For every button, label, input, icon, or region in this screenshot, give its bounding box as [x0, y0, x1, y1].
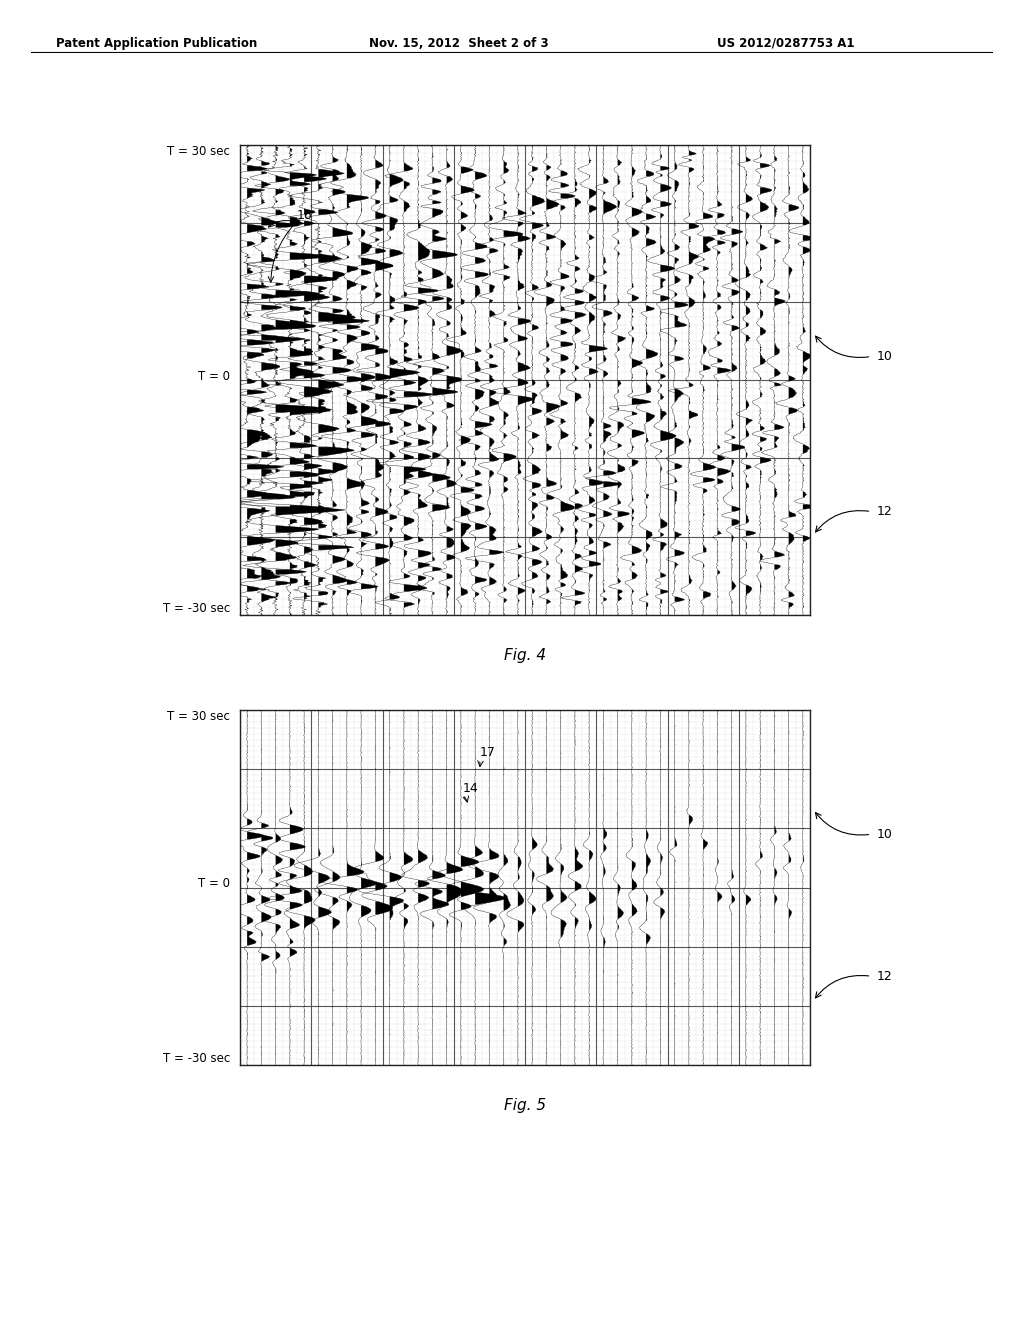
Text: Fig. 5: Fig. 5: [504, 1098, 546, 1113]
Text: 17: 17: [479, 746, 496, 759]
Text: Patent Application Publication: Patent Application Publication: [56, 37, 258, 50]
Text: 16: 16: [296, 209, 312, 222]
Text: 12: 12: [877, 970, 892, 983]
Text: T = 30 sec: T = 30 sec: [167, 710, 229, 723]
Text: T = 30 sec: T = 30 sec: [167, 145, 229, 158]
Text: T = 0: T = 0: [198, 876, 229, 890]
Text: 10: 10: [877, 350, 893, 363]
Text: Fig. 4: Fig. 4: [504, 648, 546, 663]
Text: US 2012/0287753 A1: US 2012/0287753 A1: [717, 37, 854, 50]
Text: 10: 10: [877, 828, 893, 841]
Text: T = -30 sec: T = -30 sec: [163, 602, 229, 615]
Text: 12: 12: [877, 506, 892, 517]
Text: 14: 14: [462, 781, 478, 795]
Text: Nov. 15, 2012  Sheet 2 of 3: Nov. 15, 2012 Sheet 2 of 3: [369, 37, 548, 50]
Text: T = 0: T = 0: [198, 370, 229, 383]
Text: T = -30 sec: T = -30 sec: [163, 1052, 229, 1065]
